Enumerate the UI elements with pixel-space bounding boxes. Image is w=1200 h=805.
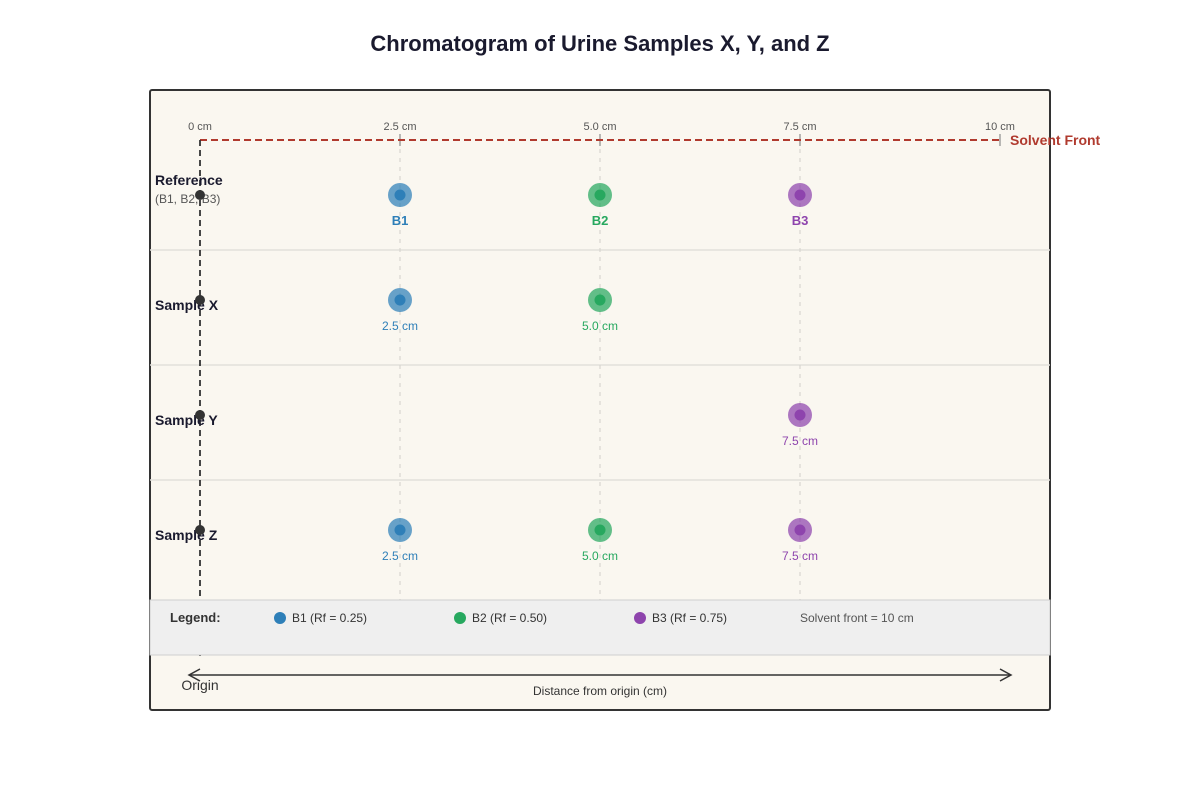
arrow-left-icon (187, 668, 201, 682)
lane-label: Sample Z (155, 527, 218, 543)
lane-label: Sample Y (155, 412, 218, 428)
spot-label: B2 (592, 213, 609, 228)
x-axis-label: Distance from origin (cm) (533, 684, 667, 698)
legend-title: Legend: (170, 610, 221, 625)
spot-label: 7.5 cm (782, 434, 818, 448)
lane: Sample Z 2.5 cm 5.0 cm 7.5 cm (155, 518, 818, 563)
spot-core (594, 189, 606, 201)
tick-label: 2.5 cm (383, 121, 416, 133)
legend-note: Solvent front = 10 cm (800, 611, 914, 625)
sample-lanes: Reference (B1, B2, B3) B1 B2 B3 Sample X 2.5 c… (155, 172, 818, 563)
spot-label: 5.0 cm (582, 319, 618, 333)
spot-core (594, 294, 606, 306)
spot-core (394, 294, 406, 306)
lane: Sample X 2.5 cm 5.0 cm (155, 288, 618, 333)
tick-label: 5.0 cm (583, 121, 616, 133)
tick-label: 10 cm (985, 121, 1015, 133)
spot-label: 7.5 cm (782, 549, 818, 563)
lane: Reference (B1, B2, B3) B1 B2 B3 (155, 172, 812, 228)
origin-spot (195, 190, 205, 200)
spot-core (794, 189, 806, 201)
spot-label: 2.5 cm (382, 549, 418, 563)
tick-label: 0 cm (188, 121, 212, 133)
spot-core (794, 524, 806, 536)
tick-label: 7.5 cm (783, 121, 816, 133)
lane-label: Reference (155, 172, 223, 188)
spot-core (394, 189, 406, 201)
spot-label: 2.5 cm (382, 319, 418, 333)
lane: Sample Y 7.5 cm (155, 403, 818, 448)
origin-spot (195, 410, 205, 420)
legend-swatch (634, 612, 646, 624)
chromatogram-panel (149, 89, 1051, 711)
legend-swatch (274, 612, 286, 624)
lane-sublabel: (B1, B2, B3) (155, 192, 220, 206)
spot-core (594, 524, 606, 536)
arrow-right-icon (999, 668, 1013, 682)
spot-label: 5.0 cm (582, 549, 618, 563)
solvent-front-label: Solvent Front (1010, 132, 1101, 148)
spot-label: B1 (392, 213, 409, 228)
lane-label: Sample X (155, 297, 219, 313)
spot-label: B3 (792, 213, 809, 228)
chart-title: Chromatogram of Urine Samples X, Y, and … (370, 31, 829, 56)
spot-core (794, 409, 806, 421)
legend-box (149, 599, 1051, 656)
legend-item-label: B3 (Rf = 0.75) (652, 611, 727, 625)
origin-label: Origin (181, 677, 218, 693)
legend-item-label: B2 (Rf = 0.50) (472, 611, 547, 625)
panel-frame (149, 89, 1051, 711)
grid-lines (150, 140, 1050, 600)
origin-spot (195, 295, 205, 305)
spot-core (394, 524, 406, 536)
legend-item-label: B1 (Rf = 0.25) (292, 611, 367, 625)
legend-swatch (454, 612, 466, 624)
legend: Legend: B1 (Rf = 0.25) B2 (Rf = 0.50) B3 (R… (149, 599, 1051, 656)
origin-spot (195, 525, 205, 535)
